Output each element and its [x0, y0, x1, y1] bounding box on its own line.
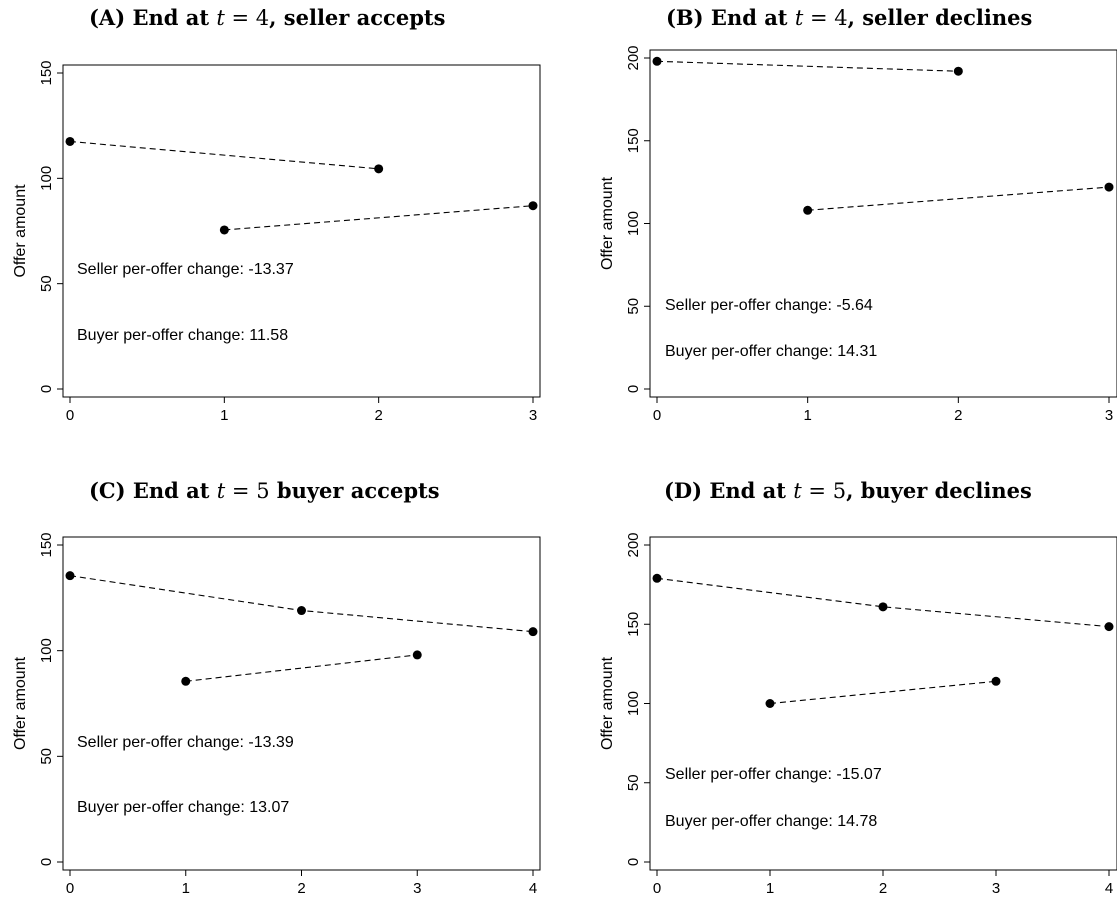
- seller-offer-point: [65, 136, 75, 146]
- buyer-change-annotation: Buyer per-offer change: 11.58: [77, 327, 288, 344]
- y-tick-label: 100: [625, 691, 642, 716]
- seller-offer-point: [652, 56, 662, 66]
- seller-change-annotation: Seller per-offer change: -13.39: [77, 734, 294, 751]
- y-tick-label: 50: [38, 275, 55, 292]
- seller-offer-line: [656, 577, 1110, 628]
- buyer-change-annotation: Buyer per-offer change: 14.31: [665, 343, 877, 360]
- x-tick-label: 3: [1105, 407, 1113, 424]
- buyer-offer-point: [1104, 182, 1114, 192]
- y-tick-label: 150: [38, 60, 55, 85]
- seller-offer-point: [953, 66, 963, 76]
- buyer-change-annotation: Buyer per-offer change: 14.78: [665, 813, 877, 830]
- panel-b-chart: 0 1 2 3 0 50 100 150 200 Offer amount Seller per-o…: [599, 45, 1117, 424]
- buyer-offer-point: [765, 699, 775, 708]
- buyer-offer-point: [412, 650, 422, 660]
- y-axis-label: Offer amount: [599, 656, 616, 750]
- x-tick-label: 2: [297, 880, 305, 897]
- panel-c-chart: 0 1 2 3 4 0 50 100 150 Offer amount Seller per-off…: [12, 532, 541, 897]
- x-tick-label: 1: [220, 407, 228, 424]
- x-tick-label: 2: [374, 407, 382, 424]
- y-axis-label: Offer amount: [12, 184, 29, 278]
- buyer-offer-point: [991, 676, 1001, 686]
- y-tick-label: 0: [38, 385, 55, 393]
- x-tick-label: 2: [954, 407, 962, 424]
- x-tick-label: 1: [182, 880, 190, 897]
- y-tick-label: 50: [625, 774, 642, 791]
- y-tick-label: 150: [625, 612, 642, 637]
- buyer-offer-point: [528, 201, 538, 211]
- x-tick-label: 0: [66, 880, 74, 897]
- seller-change-annotation: Seller per-offer change: -13.37: [77, 261, 294, 278]
- panel-c-title: (C) End at t = 5 buyer accepts: [89, 478, 440, 503]
- y-tick-label: 50: [625, 298, 642, 315]
- seller-offer-line: [69, 140, 379, 170]
- seller-offer-point: [1104, 622, 1114, 632]
- buyer-offer-point: [219, 225, 229, 235]
- seller-change-annotation: Seller per-offer change: -15.07: [665, 766, 882, 783]
- x-tick-label: 1: [803, 407, 811, 424]
- x-tick-label: 3: [529, 407, 537, 424]
- y-tick-label: 0: [625, 858, 642, 866]
- x-tick-label: 0: [653, 407, 661, 424]
- y-tick-label: 0: [38, 858, 55, 866]
- y-axis-label: Offer amount: [12, 656, 29, 750]
- panel-a-chart: 0 1 2 3 0 50 100 150 Offer amount Seller per-offe…: [12, 60, 541, 424]
- y-axis-label: Offer amount: [599, 176, 616, 270]
- seller-change-annotation: Seller per-offer change: -5.64: [665, 297, 873, 314]
- x-tick-label: 3: [413, 880, 421, 897]
- y-tick-label: 0: [625, 385, 642, 393]
- buyer-offer-point: [803, 205, 813, 215]
- x-tick-label: 1: [766, 880, 774, 897]
- buyer-offer-line: [769, 680, 997, 705]
- seller-offer-line: [656, 60, 959, 72]
- y-tick-label: 100: [38, 638, 55, 663]
- seller-offer-point: [652, 573, 662, 583]
- y-tick-label: 200: [625, 532, 642, 557]
- x-tick-label: 4: [1105, 880, 1113, 897]
- seller-offer-point: [65, 571, 75, 581]
- buyer-offer-point: [181, 676, 191, 686]
- y-tick-label: 100: [38, 166, 55, 191]
- y-tick-label: 200: [625, 45, 642, 70]
- seller-offer-point: [878, 602, 888, 612]
- seller-offer-point: [374, 164, 384, 174]
- x-tick-label: 3: [992, 880, 1000, 897]
- x-tick-label: 0: [66, 407, 74, 424]
- x-tick-label: 2: [879, 880, 887, 897]
- panel-b-title: (B) End at t = 4, seller declines: [666, 5, 1033, 30]
- y-tick-label: 50: [38, 748, 55, 765]
- panel-d-title: (D) End at t = 5, buyer declines: [664, 478, 1032, 503]
- buyer-offer-line: [807, 186, 1110, 211]
- panel-a-title: (A) End at t = 4, seller accepts: [89, 5, 446, 30]
- buyer-offer-line: [224, 205, 534, 231]
- x-tick-label: 0: [653, 880, 661, 897]
- buyer-offer-line: [185, 654, 418, 682]
- buyer-change-annotation: Buyer per-offer change: 13.07: [77, 799, 289, 816]
- x-tick-label: 4: [529, 880, 537, 897]
- y-tick-label: 150: [625, 128, 642, 153]
- y-tick-label: 100: [625, 211, 642, 236]
- plot-frame: [62, 64, 541, 398]
- y-tick-label: 150: [38, 532, 55, 557]
- seller-offer-point: [528, 627, 538, 637]
- seller-offer-point: [297, 606, 306, 616]
